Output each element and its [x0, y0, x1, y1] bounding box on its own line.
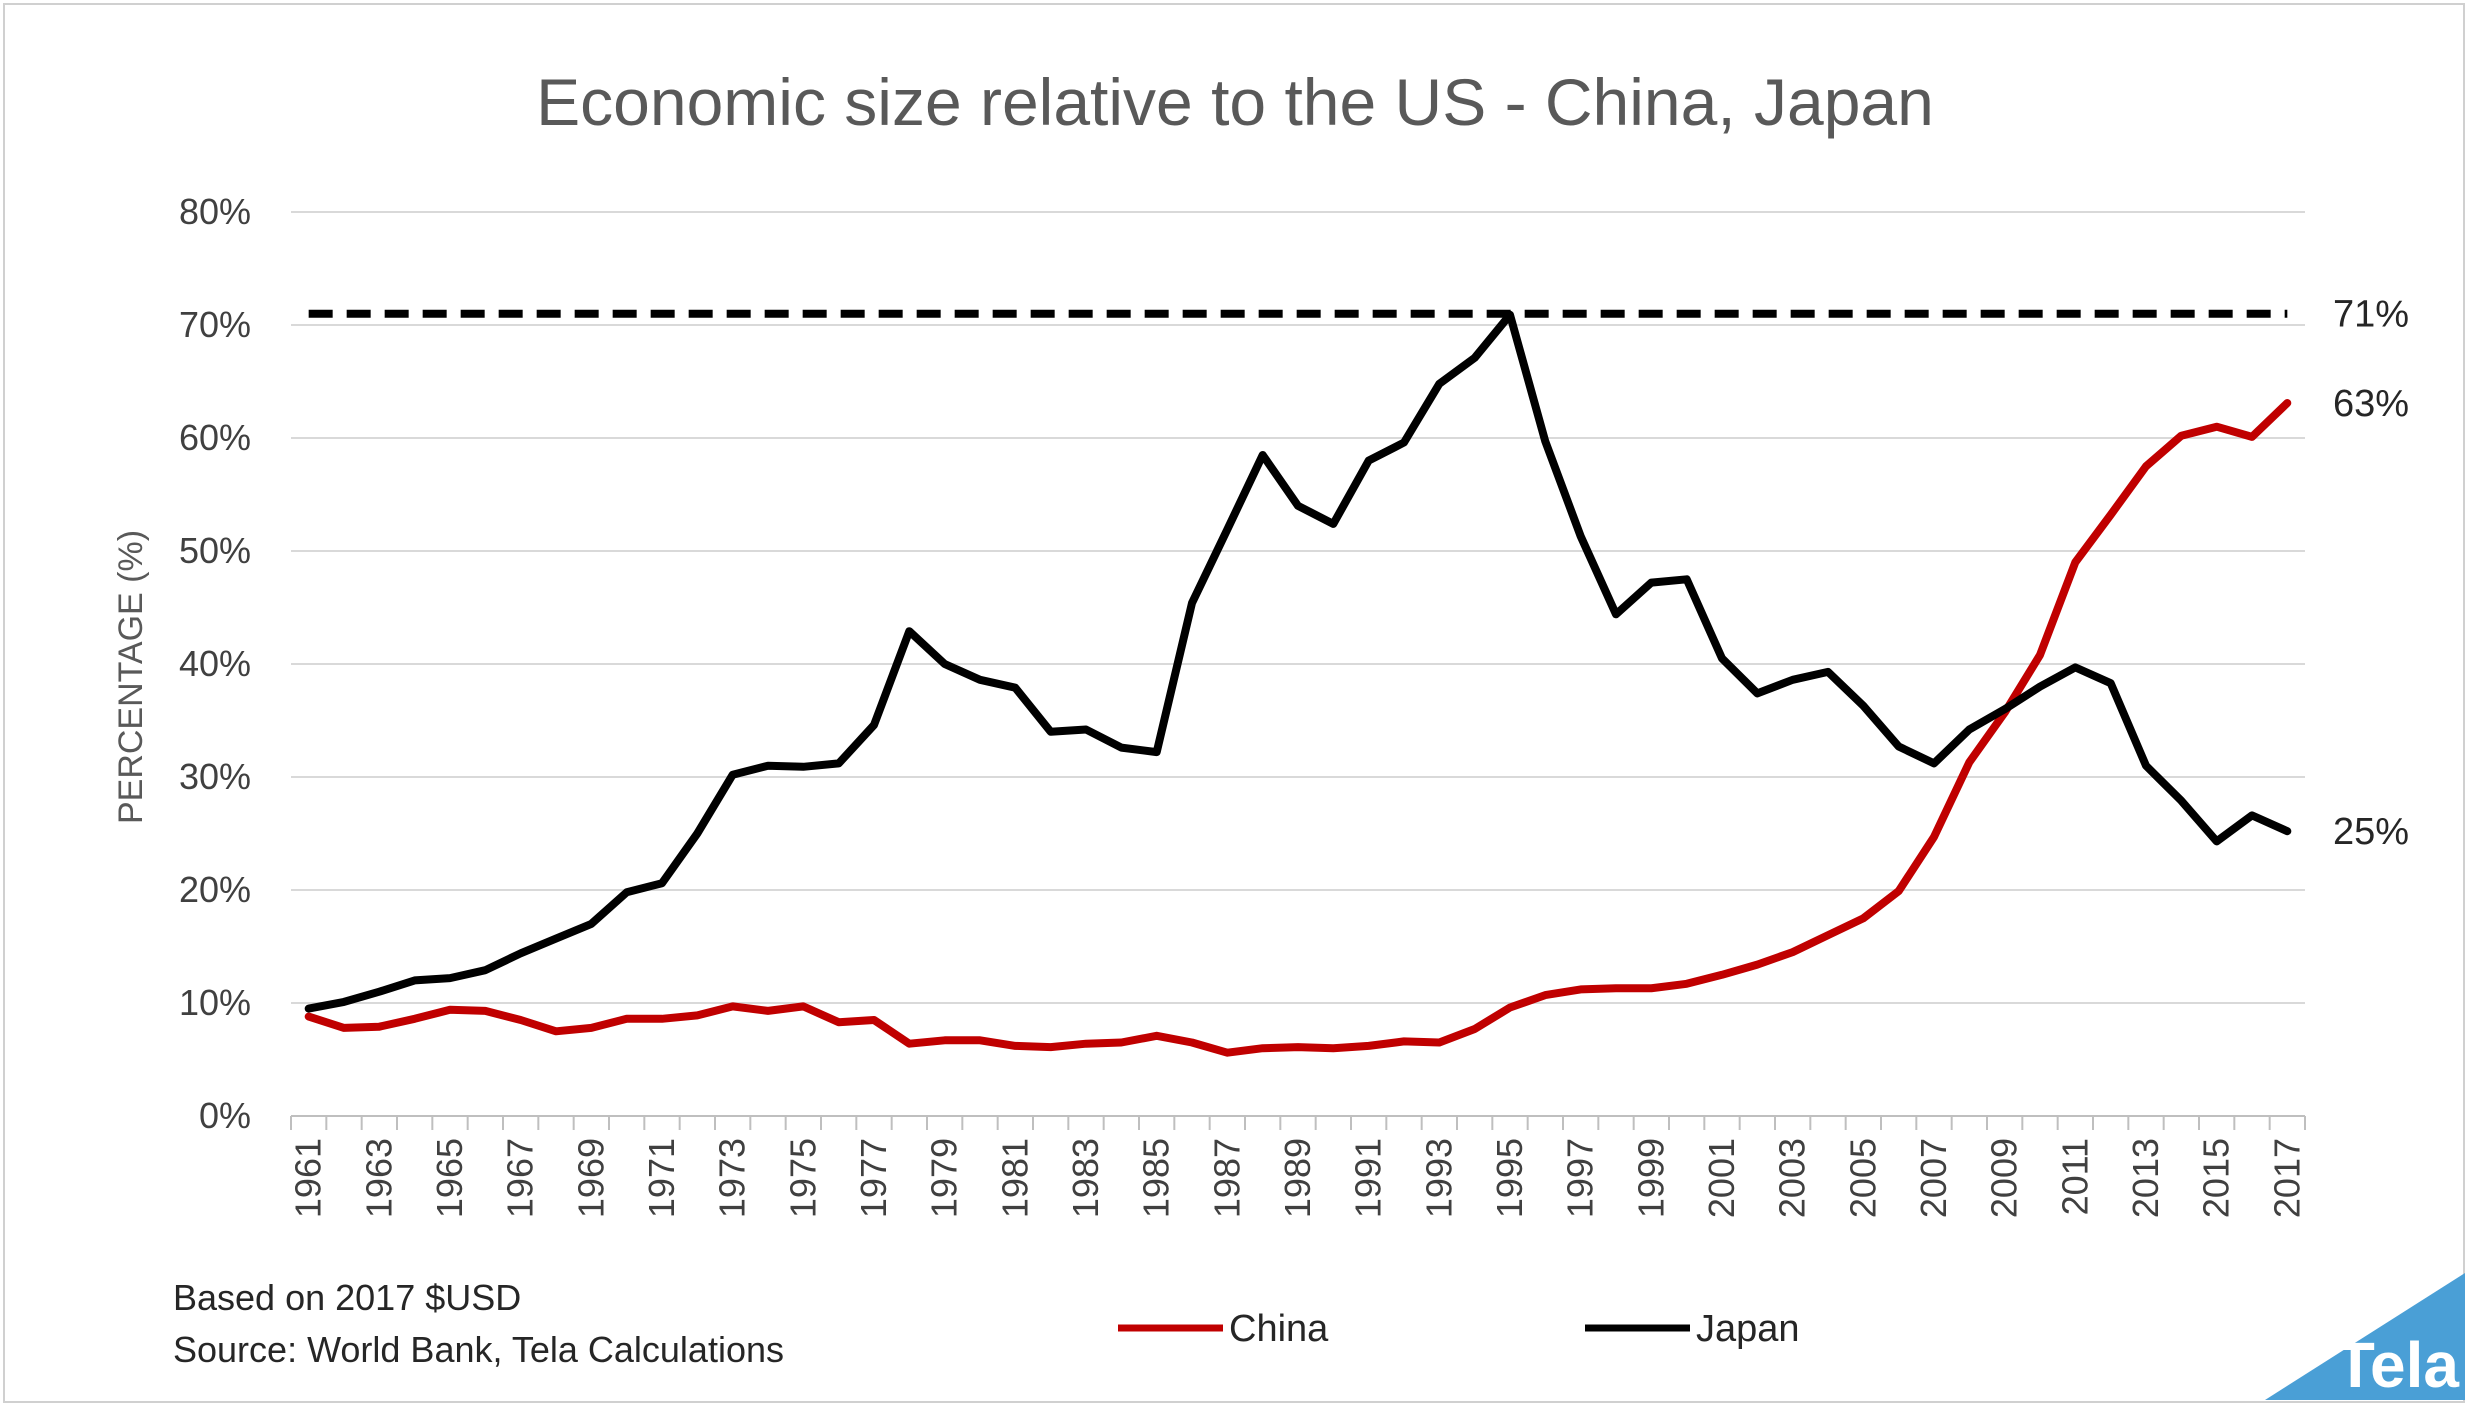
- x-tick-label: 2005: [1842, 1138, 1883, 1218]
- note-source: Source: World Bank, Tela Calculations: [173, 1329, 784, 1370]
- x-tick-label: 1965: [429, 1138, 470, 1218]
- x-tick-label: 1975: [782, 1138, 823, 1218]
- x-tick-label: 2017: [2266, 1138, 2307, 1218]
- x-tick-label: 1961: [288, 1138, 329, 1218]
- y-tick-label: 80%: [179, 191, 251, 232]
- x-tick-label: 2015: [2196, 1138, 2237, 1218]
- tela-logo: Tela: [2265, 1273, 2465, 1401]
- legend-label-china: China: [1229, 1308, 1329, 1350]
- y-tick-label: 20%: [179, 869, 251, 910]
- x-tick-label: 1993: [1418, 1138, 1459, 1218]
- y-tick-label: 10%: [179, 982, 251, 1023]
- y-axis-ticks: 0% 10% 20% 30% 40% 50% 60% 70% 80%: [179, 191, 251, 1136]
- x-tick-label: 1999: [1630, 1138, 1671, 1218]
- grid-lines: [291, 211, 2305, 1117]
- x-tick-label: 1985: [1136, 1138, 1177, 1218]
- y-tick-label: 0%: [199, 1095, 251, 1136]
- line-chart: Economic size relative to the US - China…: [112, 65, 2465, 1401]
- legend: China Japan: [1118, 1308, 1800, 1350]
- x-tick-label: 1971: [641, 1138, 682, 1218]
- chart-frame: Economic size relative to the US - China…: [3, 3, 2465, 1403]
- logo-triangle: [2265, 1273, 2465, 1400]
- y-tick-label: 50%: [179, 530, 251, 571]
- x-tick-label: 1987: [1206, 1138, 1247, 1218]
- x-tick-label: 1969: [570, 1138, 611, 1218]
- chart-title: Economic size relative to the US - China…: [536, 65, 1934, 139]
- x-tick-label: 2007: [1913, 1138, 1954, 1218]
- note-currency: Based on 2017 $USD: [173, 1277, 521, 1318]
- series-line-japan: [304, 310, 2292, 1013]
- x-tick-label: 2011: [2054, 1138, 2095, 1215]
- x-tick-label: 1983: [1065, 1138, 1106, 1218]
- y-axis-title: PERCENTAGE (%): [112, 530, 150, 824]
- series-line-china: [304, 399, 2292, 1057]
- x-tick-label: 1997: [1560, 1138, 1601, 1218]
- logo-text: Tela: [2336, 1329, 2460, 1401]
- y-tick-label: 60%: [179, 417, 251, 458]
- x-tick-label: 1977: [853, 1138, 894, 1218]
- end-value-label: 71%: [2333, 294, 2409, 336]
- x-axis-ticks: 1961 1963 1965 1967 1969 1971 1973 1975 1977 1979…: [288, 1116, 2307, 1218]
- x-tick-label: 2001: [1701, 1138, 1742, 1218]
- end-value-label: 63%: [2333, 383, 2409, 425]
- end-value-label: 25%: [2333, 811, 2409, 853]
- x-tick-label: 2003: [1772, 1138, 1813, 1218]
- x-tick-label: 1979: [924, 1138, 965, 1218]
- x-tick-label: 2009: [1984, 1138, 2025, 1218]
- x-tick-label: 1973: [712, 1138, 753, 1218]
- x-tick-label: 1991: [1348, 1138, 1389, 1218]
- x-tick-label: 2013: [2125, 1138, 2166, 1218]
- series-lines: [304, 309, 2292, 1057]
- x-tick-label: 1981: [994, 1138, 1035, 1218]
- legend-label-japan: Japan: [1696, 1308, 1800, 1350]
- x-tick-label: 1989: [1277, 1138, 1318, 1218]
- x-tick-label: 1995: [1489, 1138, 1530, 1218]
- x-tick-label: 1963: [358, 1138, 399, 1218]
- end-value-labels: 71% 63% 25%: [2333, 294, 2409, 854]
- x-tick-label: 1967: [500, 1138, 541, 1218]
- y-tick-label: 70%: [179, 304, 251, 345]
- y-tick-label: 40%: [179, 643, 251, 684]
- y-tick-label: 30%: [179, 756, 251, 797]
